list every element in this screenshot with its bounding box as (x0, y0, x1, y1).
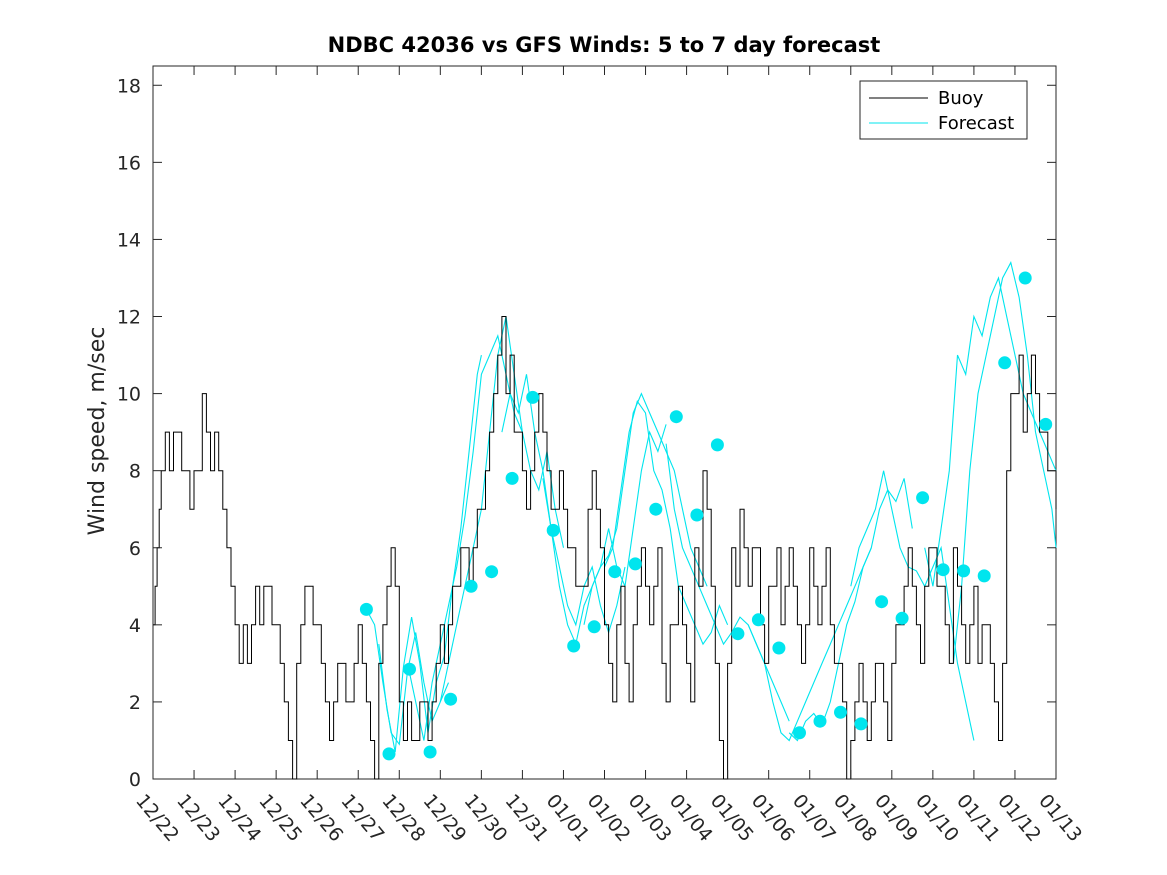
plot-area (152, 65, 1057, 780)
x-tick-label: 12/25 (254, 790, 306, 846)
legend: Buoy Forecast (859, 80, 1028, 140)
y-tick-label: 0 (129, 769, 141, 791)
forecast-point (1039, 417, 1053, 431)
y-tick-label: 8 (129, 461, 141, 483)
y-tick-label: 2 (129, 692, 141, 714)
forecast-point (895, 611, 909, 625)
x-tick-label: 12/27 (336, 790, 388, 846)
x-tick-label: 12/26 (295, 790, 347, 846)
chart-title: NDBC 42036 vs GFS Winds: 5 to 7 day fore… (328, 33, 881, 57)
forecast-series-line (952, 261, 1057, 664)
forecast-point (567, 639, 581, 653)
forecast-point (916, 491, 930, 505)
forecast-point (751, 613, 765, 627)
forecast-series-line (665, 443, 790, 722)
forecast-point (628, 557, 642, 571)
x-tick-label: 01/10 (911, 790, 963, 846)
forecast-point (382, 747, 396, 761)
forecast-point (690, 508, 704, 522)
x-tick-label: 12/23 (172, 790, 224, 846)
forecast-point (444, 692, 458, 706)
forecast-point (649, 502, 663, 516)
x-tick-label: 12/24 (213, 790, 265, 846)
legend-buoy-label: Buoy (938, 88, 984, 109)
forecast-point (403, 662, 416, 676)
forecast-point (710, 438, 724, 452)
y-tick-label: 18 (117, 75, 141, 97)
forecast-point (834, 705, 847, 719)
y-tick-label: 16 (117, 152, 141, 174)
forecast-point (977, 569, 991, 583)
y-axis-ticks: 0 2 4 6 8 10 12 14 16 18 (117, 75, 1056, 791)
x-tick-label: 01/01 (542, 790, 594, 846)
x-tick-label: 01/11 (952, 790, 1004, 846)
x-tick-label: 01/13 (1034, 790, 1086, 846)
forecast-series-line (603, 400, 729, 646)
x-tick-label: 01/04 (665, 790, 717, 846)
forecast-point (936, 563, 950, 577)
forecast-point (998, 356, 1012, 370)
x-tick-label: 01/09 (870, 790, 922, 846)
x-tick-label: 12/28 (377, 790, 429, 846)
y-tick-label: 14 (117, 229, 141, 251)
forecast-point (669, 410, 683, 424)
forecast-point (587, 620, 601, 634)
forecast-point (464, 579, 478, 593)
y-tick-label: 10 (117, 384, 141, 406)
x-tick-label: 01/03 (624, 790, 676, 846)
forecast-point (546, 523, 560, 537)
forecast-series-line (747, 547, 872, 742)
x-tick-label: 12/30 (460, 790, 512, 846)
y-tick-label: 12 (117, 307, 141, 329)
forecast-series-line (788, 478, 913, 742)
x-tick-label: 01/06 (747, 790, 799, 846)
forecast-point (1018, 271, 1032, 285)
x-tick-label: 01/12 (993, 790, 1045, 846)
forecast-point (526, 390, 540, 404)
forecast-series-line (406, 333, 523, 741)
forecast-point (608, 565, 622, 579)
x-tick-label: 12/31 (501, 790, 553, 846)
y-tick-label: 6 (129, 538, 141, 560)
x-tick-label: 01/02 (583, 790, 635, 846)
forecast-point (957, 564, 971, 578)
forecast-point (505, 471, 519, 485)
forecast-point (793, 726, 806, 740)
forecast-point (359, 602, 373, 616)
forecast-point (813, 714, 827, 728)
x-tick-label: 01/08 (829, 790, 881, 846)
forecast-point (854, 717, 868, 731)
x-tick-label: 01/05 (706, 790, 758, 846)
forecast-point (423, 745, 437, 759)
x-tick-label: 12/22 (131, 790, 183, 846)
legend-box (859, 80, 1028, 140)
y-axis-label: Wind speed, m/sec (85, 327, 110, 536)
forecast-point (731, 627, 745, 641)
forecast-point (485, 565, 499, 579)
x-tick-label: 12/29 (418, 790, 470, 846)
plot-frame (152, 65, 1057, 780)
legend-forecast-label: Forecast (938, 113, 1014, 134)
x-tick-label: 01/07 (788, 790, 840, 846)
forecast-point (772, 641, 786, 655)
forecast-points (359, 271, 1053, 761)
y-tick-label: 4 (129, 615, 141, 637)
forecast-point (875, 595, 889, 609)
